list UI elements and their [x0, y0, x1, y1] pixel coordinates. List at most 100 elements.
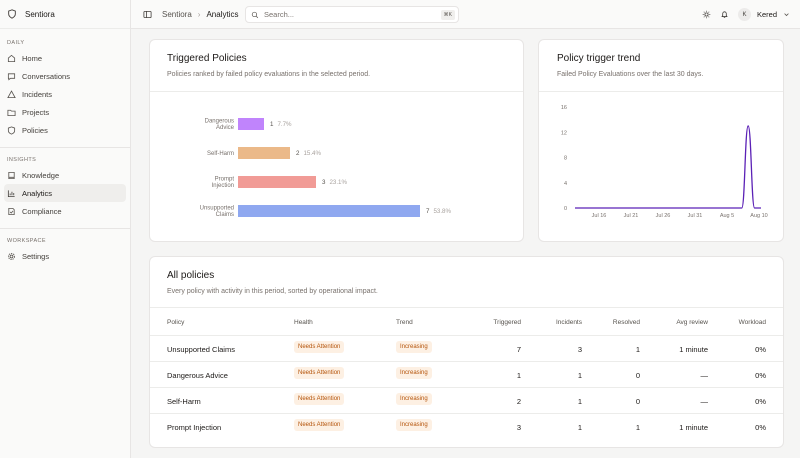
column-header-incidents[interactable]: Incidents — [555, 319, 582, 326]
x-tick-label: Jul 31 — [688, 213, 703, 219]
card-subtitle: Policies ranked by failed policy evaluat… — [167, 71, 371, 78]
sidebar-item-projects[interactable]: Projects — [4, 103, 126, 121]
column-header-policy[interactable]: Policy — [167, 319, 185, 326]
policy-name[interactable]: Prompt Injection — [167, 423, 222, 432]
x-tick-label: Aug 5 — [720, 213, 734, 219]
trend-badge: Increasing — [396, 367, 432, 379]
sidebar-item-knowledge[interactable]: Knowledge — [4, 166, 126, 184]
bar — [238, 118, 264, 130]
trend-badge: Increasing — [396, 393, 432, 405]
sidebar-item-label: Policies — [22, 125, 48, 135]
column-header-workload[interactable]: Workload — [738, 319, 766, 326]
sidebar-item-compliance[interactable]: Compliance — [4, 202, 126, 220]
column-header-avg-review[interactable]: Avg review — [676, 319, 708, 326]
health-badge: Needs Attention — [294, 393, 345, 405]
sidebar-item-settings[interactable]: Settings — [4, 247, 126, 265]
shield-icon — [7, 125, 16, 135]
search-input[interactable] — [264, 10, 424, 19]
folder-icon — [7, 109, 16, 116]
triggered-count: 3 — [516, 423, 521, 432]
policy-name[interactable]: Self-Harm — [167, 397, 201, 406]
incidents-count: 1 — [577, 371, 582, 380]
workload: 0% — [755, 345, 766, 354]
sidebar-divider — [0, 147, 130, 148]
avatar: K — [737, 8, 751, 21]
bar — [238, 147, 290, 159]
card-title: All policies — [167, 270, 215, 281]
avg-review: 1 minute — [679, 423, 708, 432]
brand[interactable]: Sentiora — [0, 0, 130, 29]
card-title: Triggered Policies — [167, 53, 247, 64]
chevron-down-icon — [784, 13, 789, 17]
policy-name[interactable]: Unsupported Claims — [167, 345, 235, 354]
user-menu[interactable]: K Kered — [737, 8, 790, 21]
table-header: Policy Health Trend Triggered Incidents … — [150, 319, 783, 334]
triggered-count: 7 — [516, 345, 521, 354]
bar — [238, 176, 316, 188]
column-header-triggered[interactable]: Triggered — [493, 319, 521, 326]
resolved-count: 0 — [635, 371, 640, 380]
avg-review: — — [700, 371, 709, 380]
health-badge: Needs Attention — [294, 341, 345, 353]
table-row[interactable]: Unsupported Claims Needs Attention Incre… — [150, 335, 783, 360]
warning-icon — [7, 89, 16, 98]
column-header-resolved[interactable]: Resolved — [612, 319, 640, 326]
table-row[interactable]: Dangerous Advice Needs Attention Increas… — [150, 361, 783, 386]
triggered-policies-chart: Dangerous Advice 1 7.7% Self-Harm 2 15.4% Promp… — [200, 118, 451, 219]
sidebar-item-label: Knowledge — [22, 170, 60, 180]
search-icon — [251, 11, 259, 18]
x-tick-label: Jul 26 — [656, 213, 671, 219]
policy-trend-chart: 0 4 8 12 16 Jul 16 Jul 21 Jul 26 Jul 31 Aug 5 Aug … — [561, 105, 768, 219]
sidebar-item-home[interactable]: Home — [4, 49, 126, 67]
topbar-actions: K Kered — [693, 0, 790, 29]
all-policies-card: All policies Every policy with activity … — [149, 256, 784, 448]
sidebar-item-label: Conversations — [22, 71, 70, 81]
sidebar-item-label: Analytics — [22, 188, 53, 198]
bar-category-label: Self-Harm — [207, 151, 234, 157]
bell-icon[interactable] — [720, 10, 729, 19]
incidents-count: 1 — [577, 397, 582, 406]
breadcrumb-current: Analytics — [206, 9, 239, 19]
sidebar-item-incidents[interactable]: Incidents — [4, 85, 126, 103]
sidebar-item-conversations[interactable]: Conversations — [4, 67, 126, 85]
policy-name[interactable]: Dangerous Advice — [167, 371, 228, 380]
app-name: Sentiora — [25, 9, 55, 19]
table-row[interactable]: Self-Harm Needs Attention Increasing 2 1… — [150, 387, 783, 412]
bar-category-label: Unsupported Claims — [200, 206, 234, 219]
triggered-policies-card: Triggered Policies Policies ranked by fa… — [149, 39, 524, 242]
card-divider — [539, 91, 783, 92]
sidebar-item-policies[interactable]: Policies — [4, 121, 126, 139]
avg-review: — — [700, 397, 709, 406]
section-title-daily: DAILY — [7, 40, 25, 46]
book-icon — [8, 171, 15, 179]
table-row[interactable]: Prompt Injection Needs Attention Increas… — [150, 413, 783, 438]
triggered-count: 1 — [516, 371, 521, 380]
shield-logo-icon — [8, 9, 16, 19]
bar — [238, 205, 420, 217]
sidebar-toggle-icon[interactable] — [143, 10, 152, 19]
workload: 0% — [755, 423, 766, 432]
bar-value-label: 7 53.8% — [426, 208, 451, 215]
resolved-count: 0 — [635, 397, 640, 406]
sidebar-item-label: Settings — [22, 251, 50, 261]
breadcrumb: Sentiora › Analytics — [162, 10, 238, 19]
column-header-trend[interactable]: Trend — [396, 319, 413, 326]
x-tick-label: Jul 21 — [624, 213, 639, 219]
health-badge: Needs Attention — [294, 367, 345, 379]
bar-value-label: 1 7.7% — [270, 121, 292, 128]
section-title-workspace: WORKSPACE — [7, 238, 46, 244]
sun-icon[interactable] — [702, 10, 711, 19]
compliance-icon — [8, 207, 15, 215]
topbar: Sentiora › Analytics ⌘K K Kered — [131, 0, 800, 29]
bar-value-label: 2 15.4% — [296, 150, 321, 157]
trend-badge: Increasing — [396, 419, 432, 431]
x-tick-label: Aug 10 — [750, 213, 767, 219]
chat-icon — [7, 72, 16, 80]
search-box[interactable]: ⌘K — [245, 6, 459, 23]
incidents-count: 3 — [577, 345, 582, 354]
y-tick-label: 4 — [564, 181, 567, 187]
column-header-health[interactable]: Health — [294, 319, 313, 326]
resolved-count: 1 — [635, 423, 640, 432]
sidebar-item-analytics[interactable]: Analytics — [4, 184, 126, 202]
breadcrumb-root[interactable]: Sentiora — [162, 9, 192, 19]
